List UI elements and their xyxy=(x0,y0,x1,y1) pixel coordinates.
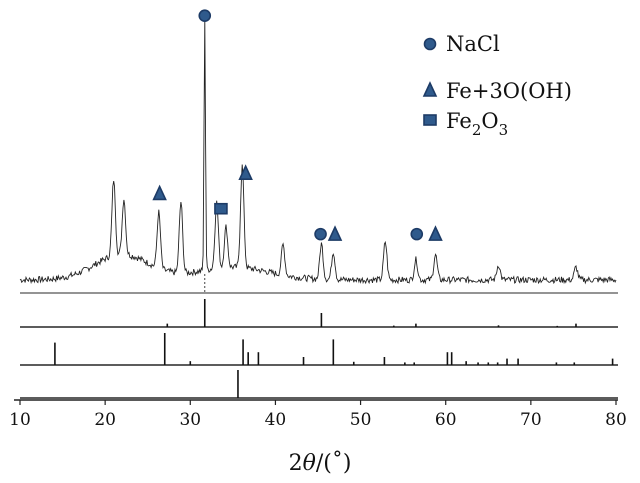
legend: NaCl Fe+3O(OH) Fe2O3 xyxy=(422,32,572,139)
x-tick-label: 50 xyxy=(350,410,372,430)
measured-pattern-line xyxy=(19,18,617,285)
legend-square-icon xyxy=(423,114,437,126)
x-axis: 10 20 30 40 50 60 70 80 xyxy=(9,399,627,430)
x-axis-title: 2θ/(˚) xyxy=(289,449,352,476)
legend-fe: Fe xyxy=(446,109,472,133)
marker-triangle-icon xyxy=(238,164,253,180)
x-tick-label: 10 xyxy=(9,410,31,430)
legend-label-fe2o3: Fe2O3 xyxy=(446,109,508,139)
x-tick-label: 40 xyxy=(265,410,287,430)
legend-sub-2: 2 xyxy=(472,121,482,139)
marker-triangle-icon xyxy=(327,225,343,241)
legend-square-shape xyxy=(423,114,437,126)
measured-pattern xyxy=(19,18,618,294)
marker-circle-icon xyxy=(314,227,327,241)
legend-label-feooh: Fe+3O(OH) xyxy=(446,79,572,103)
x-tick-label: 70 xyxy=(520,410,542,430)
legend-triangle-shape xyxy=(422,81,438,97)
legend-triangle-icon xyxy=(422,81,438,97)
reference-patterns xyxy=(20,299,618,399)
x-tick-label: 30 xyxy=(179,410,201,430)
x-tick-label: 80 xyxy=(605,410,627,430)
marker-triangle-icon xyxy=(428,225,443,241)
legend-label-nacl: NaCl xyxy=(446,32,500,56)
legend-circle-icon xyxy=(423,37,437,51)
legend-circle-shape xyxy=(423,37,437,51)
x-axis-title-unit: /(˚) xyxy=(316,449,352,476)
marker-circle-icon xyxy=(410,227,424,241)
x-axis-title-2: 2 xyxy=(289,451,303,476)
legend-sub-3: 3 xyxy=(499,121,509,139)
phase-markers xyxy=(152,9,443,241)
x-tick-label: 20 xyxy=(94,410,116,430)
marker-circle-icon xyxy=(198,9,212,22)
x-axis-title-theta: θ xyxy=(303,451,316,476)
marker-square-icon xyxy=(214,202,228,215)
legend-o: O xyxy=(481,109,498,133)
marker-triangle-icon xyxy=(152,184,167,201)
x-tick-label: 60 xyxy=(435,410,457,430)
